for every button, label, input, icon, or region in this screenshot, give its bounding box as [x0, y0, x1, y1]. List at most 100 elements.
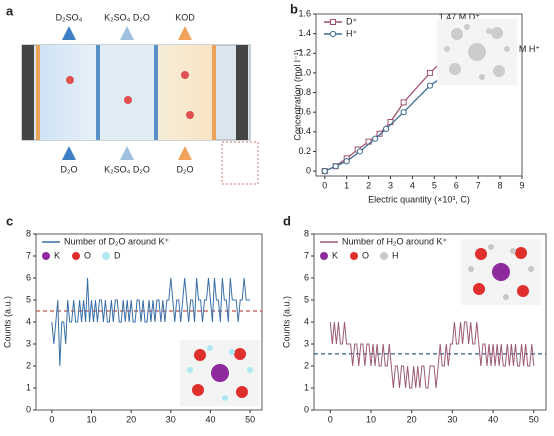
- molecule-inset: [461, 239, 541, 305]
- y-tick-label: 1.6: [298, 8, 311, 18]
- atom: [468, 43, 486, 61]
- atom-swatch: [42, 252, 50, 260]
- atom-label: K: [332, 250, 338, 260]
- y-tick-label: 1: [304, 382, 309, 392]
- arrow: [120, 146, 134, 160]
- molecule: [186, 111, 194, 119]
- arrow: [178, 146, 192, 160]
- atom: [464, 24, 470, 30]
- arrow: [178, 26, 192, 40]
- y-tick-label: 5: [304, 294, 309, 304]
- panel-label: a: [6, 3, 14, 18]
- marker: [400, 99, 407, 106]
- top-label: K₂SO₄ D₂O: [104, 12, 150, 22]
- x-axis-label: Electric quantity (×10³, C): [368, 194, 470, 204]
- marker: [376, 130, 383, 137]
- electrode: [236, 45, 248, 140]
- atom-label: O: [362, 250, 369, 260]
- x-tick-label: 7: [476, 180, 481, 190]
- x-tick-label: 20: [407, 414, 417, 424]
- atom: [493, 65, 505, 77]
- x-tick-label: 10: [87, 414, 97, 424]
- bottom-label: K₂SO₄ D₂O: [104, 164, 150, 174]
- y-axis-label: Concentration (mol l⁻¹): [292, 49, 302, 140]
- y-tick-label: 0.8: [298, 87, 311, 97]
- atom: [488, 244, 494, 250]
- y-tick-label: 5: [26, 294, 31, 304]
- membrane: [212, 45, 216, 140]
- atom: [479, 74, 485, 80]
- molecule-inset: [437, 19, 517, 85]
- atom: [510, 248, 516, 254]
- y-tick-label: 6: [26, 272, 31, 282]
- atom-swatch: [102, 252, 110, 260]
- membrane: [154, 45, 158, 140]
- x-tick-label: 0: [322, 180, 327, 190]
- molecule: [181, 71, 189, 79]
- atom: [444, 46, 450, 52]
- chamber: [40, 45, 98, 140]
- chamber: [156, 45, 214, 140]
- atom: [451, 28, 463, 40]
- panel-label: b: [290, 1, 298, 16]
- top-label: KOD: [175, 12, 195, 22]
- panel-a: a: [6, 3, 259, 185]
- x-tick-label: 50: [245, 414, 255, 424]
- y-tick-label: 1.0: [298, 67, 311, 77]
- marker: [426, 69, 433, 76]
- marker: [372, 135, 379, 142]
- y-tick-label: 4: [26, 316, 31, 326]
- marker: [356, 148, 363, 155]
- arrow: [62, 146, 76, 160]
- x-tick-label: 3: [388, 180, 393, 190]
- y-tick-label: 4: [304, 316, 309, 326]
- series-line: [51, 277, 251, 367]
- arrow: [62, 26, 76, 40]
- y-axis-label: Counts (a.u.): [281, 296, 291, 348]
- electrode: [22, 45, 34, 140]
- bottom-label: D₂O: [61, 164, 78, 174]
- x-tick-label: 50: [529, 414, 539, 424]
- molecule: [66, 76, 74, 84]
- y-tick-label: 2: [304, 360, 309, 370]
- atom: [234, 348, 246, 360]
- top-label: D₂SO₄: [56, 12, 83, 22]
- atom: [475, 248, 487, 260]
- x-tick-label: 8: [498, 180, 503, 190]
- legend-label: Number of D₂O around K⁺: [64, 236, 170, 246]
- legend-label: Number of H₂O around K⁺: [342, 236, 448, 246]
- atom: [247, 367, 253, 373]
- bottom-label: D₂O: [177, 164, 194, 174]
- inset: [221, 141, 259, 185]
- chamber: [98, 45, 156, 140]
- atom-swatch: [72, 252, 80, 260]
- molecule-inset: [180, 340, 260, 406]
- panel-label: c: [6, 213, 13, 228]
- x-tick-label: 10: [366, 414, 376, 424]
- x-tick-label: 2: [366, 180, 371, 190]
- atom: [486, 28, 492, 34]
- membrane: [36, 45, 40, 140]
- y-tick-label: 3: [304, 338, 309, 348]
- atom: [236, 386, 248, 398]
- atom: [491, 27, 503, 39]
- x-tick-label: 1: [344, 180, 349, 190]
- atom: [229, 349, 235, 355]
- marker: [426, 82, 434, 89]
- x-tick-label: 40: [205, 414, 215, 424]
- x-tick-label: 30: [447, 414, 457, 424]
- y-tick-label: 0: [306, 165, 311, 175]
- atom: [194, 349, 206, 361]
- y-tick-label: 0.2: [298, 146, 311, 156]
- marker: [321, 167, 328, 175]
- marker: [383, 125, 390, 132]
- x-tick-label: 4: [410, 180, 415, 190]
- atom: [449, 63, 461, 75]
- membrane: [96, 45, 100, 140]
- x-tick-label: 20: [126, 414, 136, 424]
- atom: [517, 285, 529, 297]
- y-axis-label: Counts (a.u.): [2, 296, 12, 348]
- atom-label: O: [84, 250, 91, 260]
- atom: [528, 266, 534, 272]
- atom: [473, 283, 485, 295]
